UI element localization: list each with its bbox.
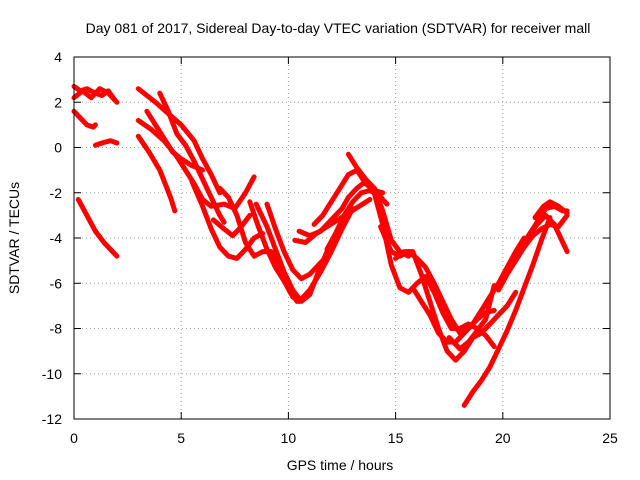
series-track-f <box>135 86 223 196</box>
x-tick-label: 20 <box>495 430 511 446</box>
x-tick-label: 25 <box>602 430 618 446</box>
y-tick-label: 2 <box>54 94 62 110</box>
y-tick-label: 4 <box>54 49 62 65</box>
series-track-o <box>264 201 326 282</box>
y-tick-label: -12 <box>42 411 62 427</box>
y-tick-label: -4 <box>50 230 63 246</box>
x-axis-label: GPS time / hours <box>287 457 394 473</box>
series-track-ae <box>532 199 570 221</box>
series-track-i <box>144 108 206 173</box>
series-track-c <box>71 108 98 130</box>
y-tick-labels: -12 -10 -8 -6 -4 -2 0 2 4 <box>42 49 62 427</box>
series-track-k <box>189 178 266 261</box>
axis-ticks <box>73 56 611 420</box>
y-tick-label: -8 <box>50 321 63 337</box>
series-track-l <box>210 212 253 239</box>
series-track-ad <box>526 212 570 255</box>
x-tick-labels: 0 5 10 15 20 25 <box>70 430 618 446</box>
grid <box>74 57 610 419</box>
x-tick-label: 15 <box>388 430 404 446</box>
series-track-x <box>393 249 519 363</box>
series-track-p <box>247 199 356 304</box>
y-tick-label: -2 <box>50 185 63 201</box>
series-track-y <box>410 235 527 345</box>
x-tick-label: 0 <box>70 430 78 446</box>
y-axis-label: SDTVAR / TECUs <box>6 182 22 294</box>
series-group <box>71 83 570 408</box>
series-track-q <box>292 197 373 245</box>
series-track-e <box>75 197 120 259</box>
chart-title: Day 081 of 2017, Sidereal Day-to-day VTE… <box>86 20 591 36</box>
series-track-z <box>446 283 497 352</box>
series-track-d <box>92 138 120 148</box>
series-track-h <box>135 133 178 214</box>
y-tick-label: 0 <box>54 140 62 156</box>
y-tick-label: -10 <box>42 366 62 382</box>
series-track-b <box>71 86 120 105</box>
series-track-j <box>157 90 227 225</box>
y-tick-label: -6 <box>50 275 63 291</box>
x-tick-label: 10 <box>281 430 297 446</box>
series-track-aa <box>461 215 553 408</box>
x-tick-label: 5 <box>177 430 185 446</box>
